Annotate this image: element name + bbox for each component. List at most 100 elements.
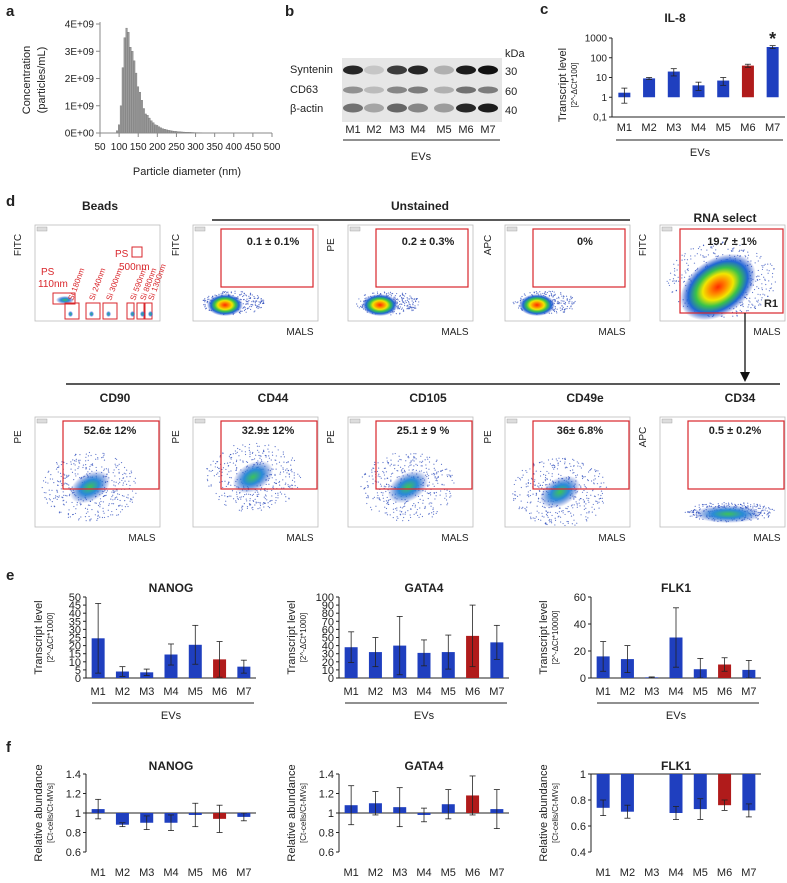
panel-c-group-label: EVs <box>690 147 711 159</box>
event-dot <box>111 479 113 482</box>
event-dot <box>767 263 769 265</box>
event-dot <box>258 304 260 306</box>
panel-d-flow: Beads Unstained RNA select FITCPS110nmPS… <box>13 199 786 544</box>
event-dot <box>594 475 596 477</box>
event-dot <box>210 485 212 487</box>
event-dot <box>530 501 532 503</box>
event-dot <box>420 465 422 467</box>
event-dot <box>522 474 524 476</box>
event-dot <box>55 468 58 470</box>
event-dot <box>514 498 516 500</box>
event-dot <box>436 511 438 513</box>
event-dot <box>289 485 291 487</box>
event-dot <box>450 476 452 478</box>
event-dot <box>516 302 518 304</box>
event-dot <box>414 307 416 309</box>
event-dot <box>420 455 422 457</box>
event-dot <box>390 459 392 461</box>
event-dot <box>543 473 545 476</box>
event-dot <box>570 297 572 299</box>
event-dot <box>211 295 214 298</box>
event-dot <box>433 463 435 465</box>
event-dot <box>425 467 427 470</box>
event-dot <box>387 461 390 464</box>
event-dot <box>739 309 741 312</box>
c-ytick-label: 1000 <box>585 34 608 45</box>
event-dot <box>285 500 287 502</box>
event-dot <box>392 516 394 519</box>
chart-xtick-label: M3 <box>392 867 407 879</box>
event-dot <box>759 303 761 305</box>
event-dot <box>74 473 76 475</box>
event-dot <box>754 305 756 307</box>
event-dot <box>596 483 599 485</box>
event-dot <box>739 304 742 307</box>
event-dot <box>678 280 680 282</box>
event-dot <box>121 509 123 511</box>
chart-xtick-label: M5 <box>188 867 203 879</box>
blot-kda-cd63: 60 <box>505 86 517 98</box>
event-dot <box>534 484 536 486</box>
event-dot <box>261 299 263 301</box>
event-dot <box>434 469 436 471</box>
event-dot <box>107 515 109 518</box>
event-dot <box>413 298 415 300</box>
event-dot <box>294 481 296 483</box>
event-dot <box>265 456 267 458</box>
event-dot <box>230 484 232 486</box>
event-dot <box>535 516 537 518</box>
chart-xtick-label: M5 <box>693 686 708 698</box>
event-dot <box>249 498 251 500</box>
event-dot <box>202 299 204 301</box>
event-dot <box>378 467 380 469</box>
event-dot <box>257 297 259 299</box>
event-dot <box>363 473 366 476</box>
event-dot <box>246 298 248 300</box>
event-dot <box>208 295 210 298</box>
event-dot <box>235 500 237 502</box>
event-dot <box>379 499 381 501</box>
event-dot <box>268 451 270 453</box>
event-dot <box>78 462 81 464</box>
event-dot <box>555 310 558 313</box>
event-dot <box>539 484 541 486</box>
event-dot <box>427 485 429 487</box>
event-dot <box>764 278 766 280</box>
event-dot <box>541 484 544 487</box>
chart-xtick-label: M1 <box>344 867 359 879</box>
chart-ytick-label: 20 <box>322 657 334 669</box>
event-dot <box>218 475 220 478</box>
event-dot <box>264 502 266 504</box>
chart-xtick-label: M4 <box>416 686 431 698</box>
event-dot <box>260 306 262 309</box>
event-dot <box>554 305 556 308</box>
event-dot <box>693 510 695 512</box>
event-dot <box>403 297 405 299</box>
event-dot <box>684 253 686 255</box>
event-dot <box>372 478 374 480</box>
event-dot <box>64 477 66 479</box>
chart-bar <box>718 774 732 806</box>
event-dot <box>571 308 573 310</box>
event-dot <box>546 470 548 473</box>
event-dot <box>102 507 104 509</box>
event-dot <box>556 512 559 514</box>
event-dot <box>533 291 535 293</box>
event-dot <box>687 511 689 514</box>
event-dot <box>253 311 255 313</box>
event-dot <box>85 520 87 522</box>
event-dot <box>101 516 104 519</box>
event-dot <box>433 467 435 469</box>
plot-axis-chip <box>349 226 361 232</box>
event-dot <box>131 499 133 501</box>
event-dot <box>291 479 294 481</box>
event-dot <box>521 295 523 298</box>
event-dot <box>241 291 244 293</box>
event-dot <box>376 292 379 295</box>
blot-band <box>387 86 407 94</box>
event-dot <box>212 460 214 462</box>
event-dot <box>421 453 423 455</box>
event-dot <box>260 459 263 461</box>
event-dot <box>529 292 531 294</box>
event-dot <box>253 301 255 303</box>
